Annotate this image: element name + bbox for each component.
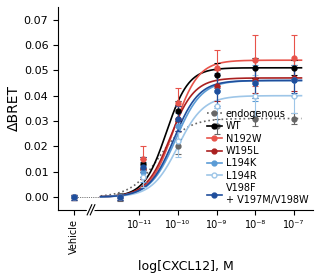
Legend: endogenous, WT, N192W, W195L, L194K, L194R, V198F
+ V197M/V198W: endogenous, WT, N192W, W195L, L194K, L19…: [207, 109, 308, 205]
X-axis label: log[CXCL12], M: log[CXCL12], M: [138, 260, 234, 273]
Y-axis label: ΔBRET: ΔBRET: [7, 85, 21, 131]
